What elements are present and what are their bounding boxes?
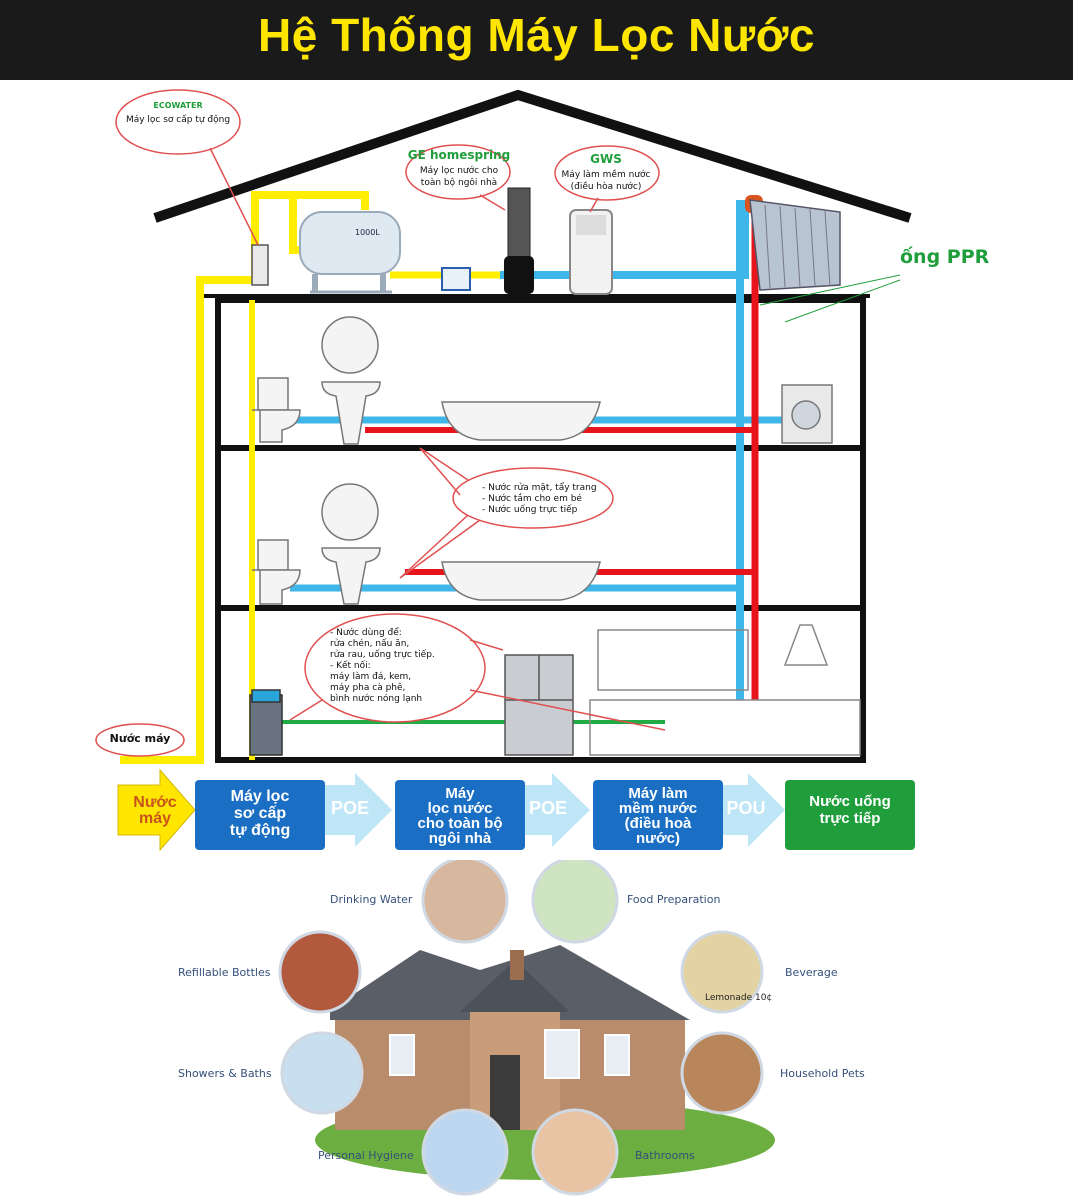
gws-brand: GWS — [590, 152, 622, 166]
washing-machine — [781, 384, 833, 444]
flow-step1-line3: tự động — [229, 822, 291, 839]
controller-box — [441, 267, 471, 291]
kitchen-use-3: rửa rau, uống trực tiếp. — [330, 650, 435, 660]
refrigerator — [504, 654, 574, 756]
bath-use-2: - Nước tắm cho em bé — [482, 494, 582, 504]
flow-start-line2: máy — [138, 810, 172, 827]
flow-poe-1: POE — [330, 798, 369, 818]
toilet-floor2 — [252, 539, 301, 605]
tank-label: 1000L — [355, 228, 380, 237]
flow-step2-line1: Máy — [445, 785, 475, 802]
flow-start-line1: Nước — [133, 794, 177, 811]
bathrooms-photo — [531, 1108, 619, 1196]
flow-step3-line3: (điều hoà — [624, 815, 692, 832]
personal-hygiene-label: Personal Hygiene — [318, 1149, 414, 1162]
tap-water-label: Nước máy — [109, 732, 171, 745]
ge-line2: toàn bộ ngôi nhà — [420, 178, 498, 188]
water-dispenser — [249, 689, 283, 756]
page-title: Hệ Thống Máy Lọc Nước — [258, 9, 815, 61]
flow-step3-line2: mềm nước — [618, 800, 698, 817]
gws-softener — [569, 209, 613, 295]
callout-bubbles — [95, 89, 666, 757]
flow-step1-line1: Máy lọc — [230, 788, 290, 805]
roof — [153, 89, 912, 223]
gws-line2: (điều hòa nước) — [570, 182, 642, 192]
drinking-water-photo — [421, 860, 509, 944]
food-preparation-label: Food Preparation — [627, 893, 721, 906]
flow-step2-line4: ngôi nhà — [428, 830, 492, 847]
bathtub-floor1 — [441, 401, 601, 441]
kitchen-cabinets — [589, 624, 861, 756]
flow-step3-line4: nước) — [635, 830, 681, 847]
hygiene-photo — [421, 1108, 509, 1196]
flow-step2: Máy lọc nước cho toàn bộ ngôi nhà — [395, 786, 525, 846]
flow-pou: POU — [726, 798, 766, 818]
pets-photo — [680, 1031, 764, 1115]
flow-step1-line2: sơ cấp — [233, 805, 287, 822]
flow-step2-line3: cho toàn bộ — [417, 815, 503, 832]
flow-start: Nước máy — [120, 795, 190, 827]
ge-line1: Máy lọc nước cho — [419, 166, 499, 176]
solar-heater — [745, 195, 841, 291]
kitchen-use-4: - Kết nối: — [330, 661, 371, 671]
ecowater-text: Máy lọc sơ cấp tự động — [125, 115, 231, 125]
household-pets-label: Household Pets — [780, 1067, 865, 1080]
flow-step2-line2: lọc nước — [427, 800, 493, 817]
bath-uses: - Nước rửa mặt, tẩy trang - Nước tắm cho… — [482, 483, 632, 516]
flow-poe-2: POE — [528, 798, 567, 818]
suburban-house — [330, 945, 690, 1130]
sink-floor2 — [321, 483, 381, 605]
kitchen-use-7: bình nước nóng lạnh — [330, 694, 423, 704]
water-tank — [299, 211, 401, 294]
kitchen-use-1: - Nước dùng để: — [330, 628, 402, 638]
bathrooms-label: Bathrooms — [635, 1149, 695, 1162]
gws-line1: Máy làm mềm nước — [561, 170, 651, 180]
ecowater-brand: ECOWATER — [153, 101, 203, 110]
flow-step1: Máy lọc sơ cấp tự động — [195, 788, 325, 839]
kitchen-uses: - Nước dùng để: rửa chén, nấu ăn, rửa ra… — [330, 628, 480, 705]
sink-floor1 — [321, 316, 381, 445]
toilet-floor1 — [252, 377, 301, 443]
flow-step3: Máy làm mềm nước (điều hoà nước) — [593, 786, 723, 846]
yellow-pipe-tank — [293, 191, 369, 210]
beverage-label: Beverage — [785, 966, 838, 979]
drinking-water-label: Drinking Water — [330, 893, 413, 906]
refillable-bottles-photo — [278, 930, 362, 1014]
house-diagram: 1000L — [120, 89, 912, 764]
beverage-photo — [680, 930, 764, 1014]
kitchen-use-5: máy làm đá, kem, — [330, 672, 412, 682]
food-preparation-photo — [531, 860, 619, 944]
kitchen-use-6: máy pha cà phê, — [330, 683, 406, 693]
refillable-bottles-label: Refillable Bottles — [178, 966, 271, 979]
kitchen-use-2: rửa chén, nấu ăn, — [330, 639, 410, 649]
flow-end-line2: trực tiếp — [819, 810, 881, 827]
ppr-pointer-1 — [759, 274, 901, 306]
ppr-pointer-2 — [784, 279, 901, 323]
showers-photo — [280, 1031, 364, 1115]
flow-end-line1: Nước uống — [809, 793, 891, 810]
ppr-label: ống PPR — [900, 246, 990, 268]
title-bar — [0, 0, 1073, 80]
ge-homespring-unit — [504, 187, 534, 294]
flow-arrows — [117, 768, 915, 852]
flow-end: Nước uống trực tiếp — [785, 793, 915, 827]
ge-brand: GE homespring — [407, 148, 511, 162]
house-frame — [215, 297, 866, 763]
home-uses-illustration: Lemonade 10¢ — [278, 860, 775, 1196]
showers-baths-label: Showers & Baths — [178, 1067, 272, 1080]
lemonade-sign: Lemonade 10¢ — [705, 993, 772, 1003]
bathtub-floor2 — [441, 561, 601, 601]
bath-use-1: - Nước rửa mặt, tẩy trang — [482, 483, 597, 493]
primary-filter — [251, 244, 269, 286]
flow-step3-line1: Máy làm — [628, 785, 688, 802]
bath-use-3: - Nước uống trực tiếp — [482, 505, 578, 515]
